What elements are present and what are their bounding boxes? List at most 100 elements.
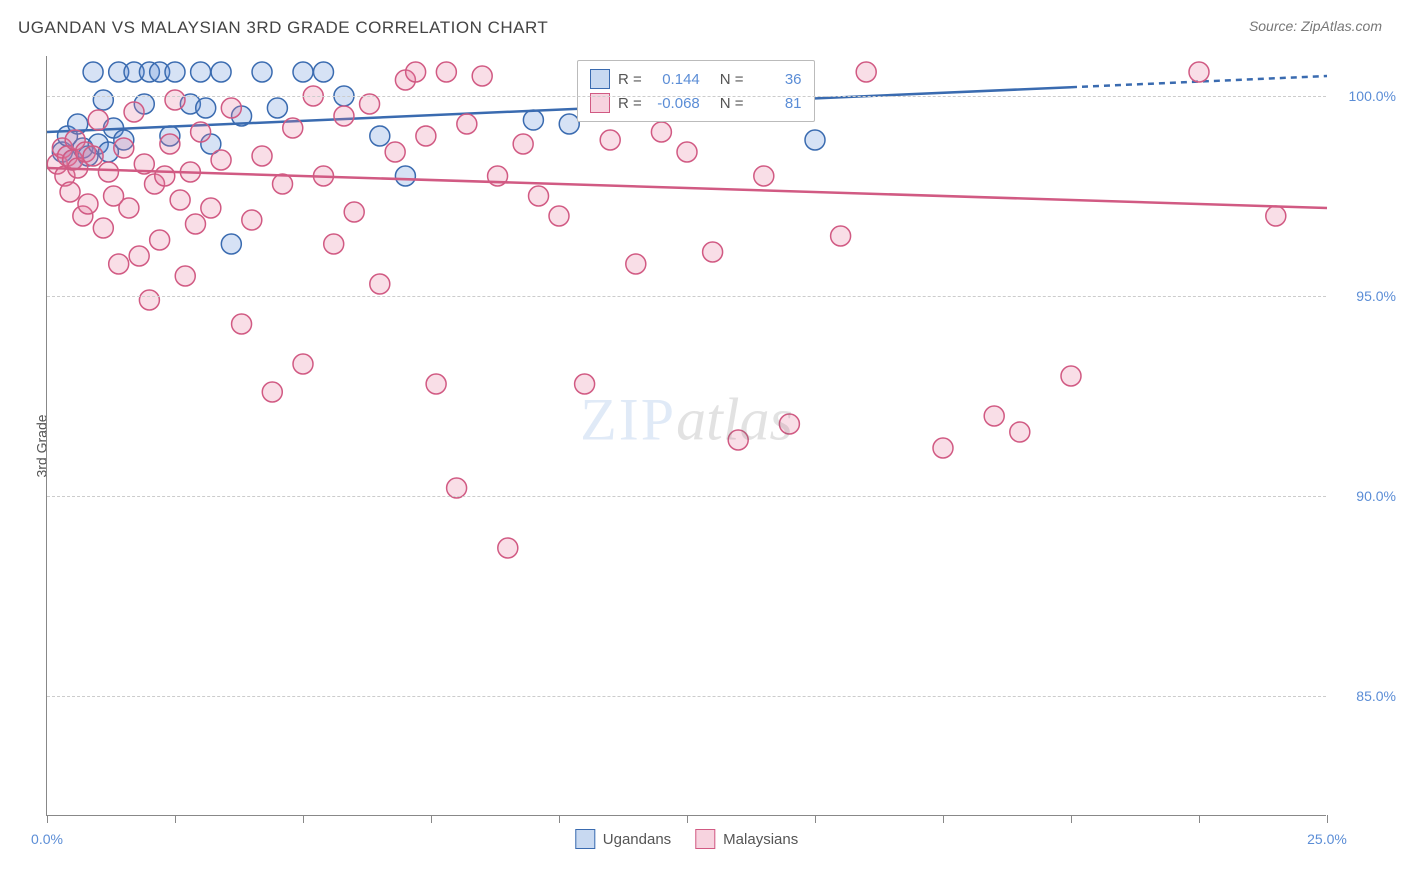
data-point [703,242,723,262]
y-tick-label: 95.0% [1336,288,1396,304]
legend-correlation-box: R = 0.144 N = 36 R = -0.068 N = 81 [577,60,815,122]
data-point [805,130,825,150]
data-point [262,382,282,402]
data-point [626,254,646,274]
data-point [651,122,671,142]
legend-bottom-label-malaysians: Malaysians [723,831,798,848]
x-tick [687,815,688,823]
data-point [293,354,313,374]
data-point [78,194,98,214]
legend-r-label-2: R = [618,95,642,112]
data-point [170,190,190,210]
gridline-h [47,296,1326,297]
y-tick-label: 100.0% [1336,88,1396,104]
data-point [252,146,272,166]
data-point [779,414,799,434]
legend-n-label-2: N = [720,95,744,112]
data-point [575,374,595,394]
data-point [150,230,170,250]
chart-title: UGANDAN VS MALAYSIAN 3RD GRADE CORRELATI… [18,18,548,38]
data-point [221,234,241,254]
data-point [677,142,697,162]
legend-bottom-swatch-malaysians [695,829,715,849]
x-tick-label: 0.0% [31,831,63,847]
data-point [191,62,211,82]
data-point [293,62,313,82]
data-point [283,118,303,138]
chart-svg [47,56,1326,815]
x-tick [1071,815,1072,823]
data-point [119,198,139,218]
data-point [457,114,477,134]
data-point [416,126,436,146]
data-point [370,126,390,146]
data-point [252,62,272,82]
data-point [93,90,113,110]
data-point [114,138,134,158]
data-point [160,134,180,154]
legend-bottom: Ugandans Malaysians [575,829,798,849]
data-point [360,94,380,114]
data-point [370,274,390,294]
x-tick-label: 25.0% [1307,831,1347,847]
data-point [395,166,415,186]
data-point [984,406,1004,426]
data-point [426,374,446,394]
data-point [313,62,333,82]
data-point [344,202,364,222]
data-point [472,66,492,86]
data-point [221,98,241,118]
data-point [267,98,287,118]
data-point [124,102,144,122]
data-point [98,162,118,182]
data-point [436,62,456,82]
x-tick [47,815,48,823]
data-point [175,266,195,286]
legend-bottom-malaysians: Malaysians [695,829,798,849]
data-point [93,218,113,238]
data-point [232,314,252,334]
data-point [165,90,185,110]
legend-r-label-1: R = [618,71,642,88]
plot-area: ZIPatlas R = 0.144 N = 36 R = -0.068 N =… [46,56,1326,816]
legend-bottom-swatch-ugandans [575,829,595,849]
legend-r-value-1: 0.144 [650,71,700,88]
data-point [549,206,569,226]
x-tick [943,815,944,823]
legend-r-value-2: -0.068 [650,95,700,112]
data-point [385,142,405,162]
legend-swatch-ugandans [590,69,610,89]
data-point [728,430,748,450]
data-point [406,62,426,82]
x-tick [431,815,432,823]
x-tick [559,815,560,823]
x-tick [1199,815,1200,823]
data-point [1010,422,1030,442]
data-point [185,214,205,234]
y-tick-label: 90.0% [1336,488,1396,504]
data-point [933,438,953,458]
data-point [856,62,876,82]
data-point [139,290,159,310]
legend-row-ugandans: R = 0.144 N = 36 [590,67,802,91]
gridline-h [47,696,1326,697]
legend-bottom-ugandans: Ugandans [575,829,671,849]
data-point [334,106,354,126]
y-tick-label: 85.0% [1336,688,1396,704]
data-point [83,62,103,82]
data-point [1189,62,1209,82]
data-point [523,110,543,130]
data-point [831,226,851,246]
data-point [60,182,80,202]
data-point [242,210,262,230]
data-point [211,62,231,82]
data-point [191,122,211,142]
data-point [324,234,344,254]
data-point [129,246,149,266]
x-tick [1327,815,1328,823]
data-point [513,134,533,154]
legend-n-label-1: N = [720,71,744,88]
x-tick [175,815,176,823]
legend-bottom-label-ugandans: Ugandans [603,831,671,848]
data-point [600,130,620,150]
